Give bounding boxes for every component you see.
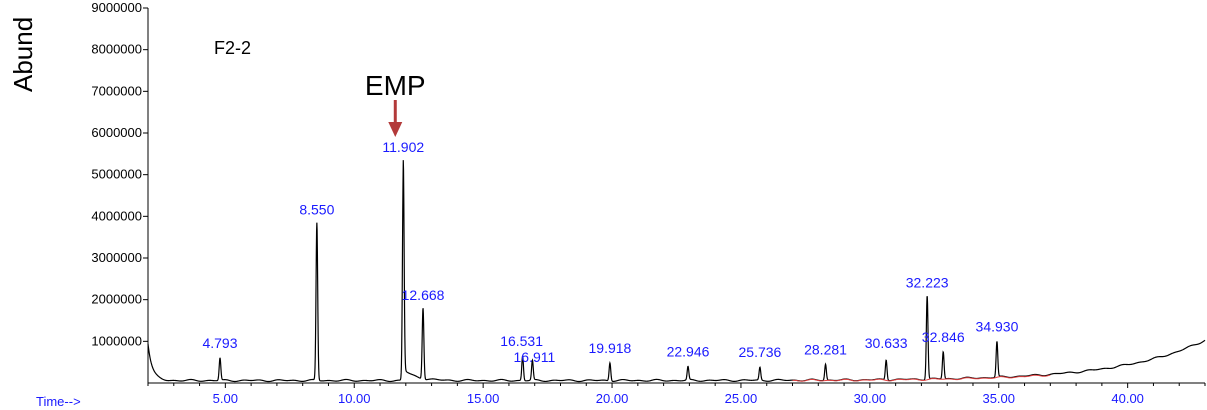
peak-label: 32.223 [906, 275, 949, 291]
x-tick-label: 35.00 [982, 391, 1015, 406]
peak-label: 12.668 [402, 287, 445, 303]
y-tick-label: 7000000 [91, 83, 142, 98]
y-tick-label: 8000000 [91, 42, 142, 57]
x-tick-label: 10.00 [338, 391, 371, 406]
peak-label: 30.633 [865, 335, 908, 351]
chromatogram-trace [147, 160, 1206, 383]
peak-label: 11.902 [382, 139, 424, 155]
axes [147, 8, 1205, 384]
y-tick-label: 5000000 [91, 167, 142, 182]
y-axis-label: Abund [8, 17, 38, 92]
emp-annotation: EMP [365, 70, 426, 101]
y-tick-label: 1000000 [91, 333, 142, 348]
peak-label: 25.736 [739, 344, 782, 360]
peak-label: 28.281 [804, 341, 847, 357]
peak-label: 16.911 [514, 349, 556, 365]
trace-group [147, 160, 1206, 383]
emp-arrow-head [388, 122, 403, 137]
integration-baseline [792, 374, 1051, 382]
peak-label: 16.531 [500, 333, 543, 349]
peak-label: 32.846 [922, 329, 965, 345]
peak-label: 19.918 [589, 340, 632, 356]
y-tick-label: 6000000 [91, 125, 142, 140]
sample-label: F2-2 [214, 38, 251, 58]
x-tick-label: 20.00 [596, 391, 629, 406]
peak-label: 22.946 [667, 343, 710, 359]
y-tick-label: 4000000 [91, 208, 142, 223]
tick-group: 1000000 2000000 3000000 4000000 5000000 60000… [91, 0, 1206, 406]
x-axis-label: Time--> [36, 394, 81, 409]
x-tick-label: 5.00 [213, 391, 238, 406]
annotation-group: EMP [365, 70, 426, 137]
y-tick-label: 9000000 [91, 0, 142, 15]
x-tick-label: 40.00 [1111, 391, 1144, 406]
peak-label: 4.793 [202, 335, 237, 351]
x-tick-label: 30.00 [854, 391, 887, 406]
x-tick-label: 15.00 [467, 391, 500, 406]
peak-label: 8.550 [299, 202, 334, 218]
y-tick-label: 3000000 [91, 250, 142, 265]
y-tick-label: 2000000 [91, 292, 142, 307]
x-tick-label: 25.00 [725, 391, 758, 406]
peak-label: 34.930 [976, 318, 1019, 334]
